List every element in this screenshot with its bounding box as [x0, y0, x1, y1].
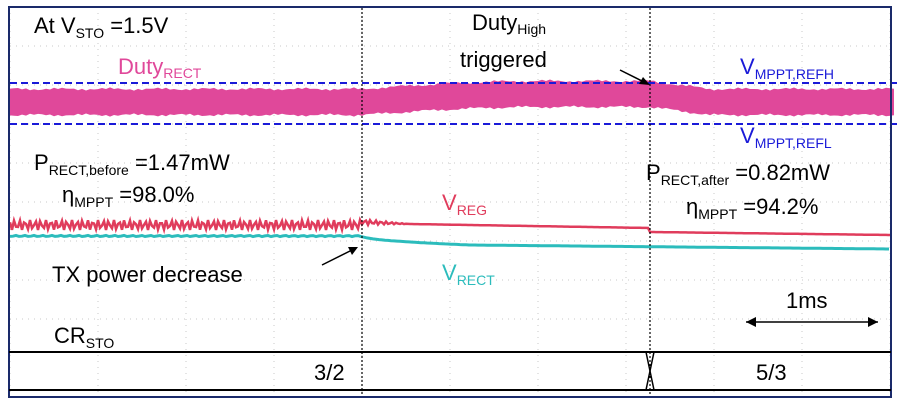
tx-arrowhead	[348, 247, 358, 255]
tx-arrow	[321, 249, 353, 266]
duty-rect-trace	[10, 79, 894, 117]
plot-frame	[8, 6, 892, 398]
timescale-arrowhead-left	[746, 317, 756, 327]
cr-before-value: 3/2	[314, 360, 345, 385]
duty-high-arrow	[619, 69, 645, 83]
eta-after-label: ηMPPT =94.2%	[686, 194, 818, 222]
condition-label: At VSTO =1.5V	[34, 13, 169, 41]
bus-transition-b	[645, 351, 655, 391]
cr-after-value: 5/3	[756, 360, 787, 385]
vrect-label: VRECT	[442, 260, 495, 288]
tx-decrease-label: TX power decrease	[52, 262, 243, 287]
vmppt-refl-label: VMPPT,REFL	[740, 123, 832, 151]
vreg-trace	[8, 215, 890, 237]
vmppt-refh-label: VMPPT,REFH	[740, 54, 834, 82]
timescale-arrowhead-right	[868, 317, 878, 327]
vrect-trace	[9, 233, 889, 251]
cr-sto-label: CRSTO	[54, 323, 114, 351]
duty-high-arrowhead	[639, 77, 650, 85]
prect-before-label: PRECT,before =1.47mW	[34, 150, 230, 178]
vreg-label: VREG	[442, 190, 487, 218]
prect-after-label: PRECT,after =0.82mW	[646, 160, 830, 188]
duty-rect-label: DutyRECT	[118, 54, 202, 81]
duty-band-fill	[10, 79, 894, 117]
timescale-label: 1ms	[786, 288, 828, 313]
eta-before-label: ηMPPT =98.0%	[62, 182, 194, 210]
duty-high-label: DutyHigh	[472, 10, 546, 37]
triggered-label: triggered	[460, 47, 547, 72]
